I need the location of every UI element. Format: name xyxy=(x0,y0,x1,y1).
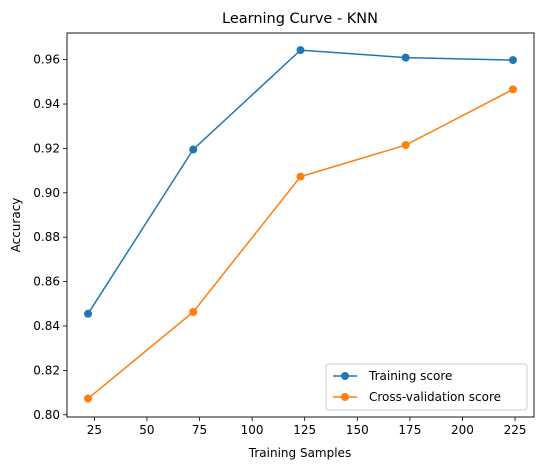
chart-title: Learning Curve - KNN xyxy=(222,11,378,27)
series-line-cross-validation xyxy=(87,88,514,400)
y-tick-label: 0.92 xyxy=(33,141,60,155)
x-tick-label: 75 xyxy=(192,423,207,437)
x-tick-label: 125 xyxy=(293,423,316,437)
data-point-cross-validation xyxy=(401,141,410,150)
legend-marker-training xyxy=(341,372,349,380)
y-tick-label: 0.86 xyxy=(33,275,60,289)
legend-box xyxy=(325,363,528,411)
x-tick-label: 150 xyxy=(346,423,369,437)
data-point-training xyxy=(189,145,198,154)
y-tick-label: 0.94 xyxy=(33,97,60,111)
data-point-cross-validation xyxy=(84,394,93,403)
series-layer xyxy=(84,46,517,403)
x-axis-ticks: 25 50 75 100 125 150 175 200 225 xyxy=(87,417,527,437)
x-tick-label: 200 xyxy=(451,423,474,437)
y-tick-label: 0.82 xyxy=(33,363,60,377)
series-line-training xyxy=(87,49,514,315)
legend: Training score Cross-validation score xyxy=(325,363,528,411)
x-tick-label: 25 xyxy=(87,423,102,437)
y-tick-label: 0.90 xyxy=(33,186,60,200)
x-axis-label: Training Samples xyxy=(248,446,351,460)
data-point-training xyxy=(401,53,410,62)
data-point-cross-validation xyxy=(508,85,517,94)
legend-marker-cv xyxy=(341,393,349,401)
y-tick-label: 0.96 xyxy=(33,53,60,67)
legend-label-training: Training score xyxy=(368,369,452,383)
legend-label-cv: Cross-validation score xyxy=(369,390,501,404)
plot-area xyxy=(66,32,535,418)
x-tick-label: 225 xyxy=(504,423,527,437)
data-point-training xyxy=(296,46,305,55)
x-tick-label: 50 xyxy=(139,423,154,437)
x-tick-label: 175 xyxy=(398,423,421,437)
y-tick-label: 0.80 xyxy=(33,408,60,422)
data-point-training xyxy=(84,309,93,318)
data-point-cross-validation xyxy=(296,172,305,181)
y-tick-label: 0.84 xyxy=(33,319,60,333)
data-point-cross-validation xyxy=(189,308,198,317)
y-axis-label: Accuracy xyxy=(9,198,23,253)
y-axis-ticks: 0.80 0.82 0.84 0.86 0.88 0.90 0.92 0.94 0.96 xyxy=(33,53,67,422)
y-tick-label: 0.88 xyxy=(33,230,60,244)
data-point-training xyxy=(508,56,517,65)
x-tick-label: 100 xyxy=(241,423,264,437)
